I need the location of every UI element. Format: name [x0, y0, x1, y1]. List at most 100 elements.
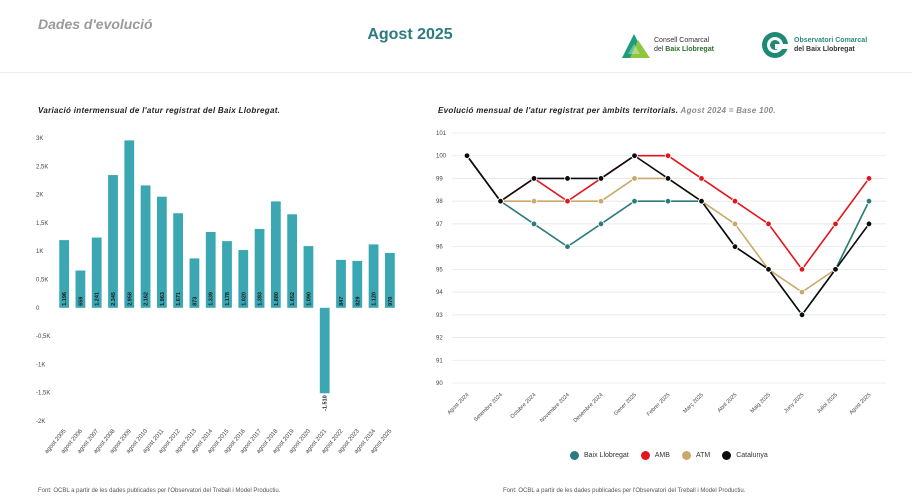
series-point [530, 220, 538, 228]
line-chart-subtitle: Agost 2024 = Base 100. [680, 106, 776, 115]
series-point [798, 288, 806, 296]
series-point [497, 197, 504, 205]
y-tick-label: 91 [436, 358, 443, 364]
x-tick-label: Febrer 2025 [646, 392, 671, 417]
series-point [865, 220, 873, 228]
bar [254, 228, 265, 308]
bar [59, 240, 70, 308]
bar [319, 307, 330, 394]
series-point [597, 220, 605, 228]
series-point [463, 152, 471, 159]
bar-data-label: 2.345 [111, 292, 117, 306]
y-tick-label: 92 [436, 336, 443, 342]
series-point [564, 175, 571, 182]
series-point [698, 175, 705, 182]
series-point [564, 197, 571, 205]
bar-chart-title: Variació intermensual de l'atur registra… [38, 106, 280, 115]
series-point [664, 175, 672, 182]
bar-data-label: 659 [78, 297, 84, 306]
bar [222, 241, 232, 308]
y-tick-label: 3K [36, 136, 43, 142]
series-point [530, 175, 538, 182]
bar-data-label: 1.339 [209, 292, 215, 306]
legend-label: Baix Llobregat [584, 452, 629, 459]
series-point [597, 197, 605, 205]
x-tick-label: Desembre 2024 [572, 392, 604, 424]
y-tick-label: 1,5K [36, 221, 48, 227]
bar-data-label: 1.120 [372, 292, 378, 306]
x-tick-label: Novembre 2024 [539, 392, 571, 424]
logo-left-line2: del [654, 46, 666, 53]
x-tick-label: Juny 2025 [783, 392, 805, 414]
bar [352, 260, 363, 308]
bar [156, 196, 167, 308]
bar-data-label: 873 [192, 297, 198, 306]
bar-chart-title-text: Variació intermensual de l'atur registra… [38, 106, 281, 115]
bar [205, 232, 216, 308]
bar [368, 244, 379, 308]
series-point [564, 243, 571, 250]
series-point [631, 152, 638, 159]
logo-left-line1: Consell Comarcal [654, 37, 710, 44]
bar [91, 237, 102, 308]
legend-item: AMB [640, 451, 670, 460]
y-tick-label: 94 [436, 290, 443, 296]
legend-label: Catalunya [736, 452, 768, 459]
bar [384, 252, 395, 308]
series-point [765, 266, 772, 273]
y-tick-label: 100 [436, 154, 447, 160]
legend-swatch [722, 451, 732, 460]
line-chart-title: Evolució mensual de l'atur registrat per… [438, 106, 776, 115]
series-point [731, 220, 739, 228]
series-point [731, 197, 739, 205]
bar-data-label: 970 [388, 297, 394, 306]
bar-data-label: 2.958 [127, 292, 133, 306]
series-point [631, 175, 638, 182]
x-tick-label: Gener 2025 [613, 392, 638, 417]
bar [189, 258, 200, 308]
line-chart-legend: Baix Llobregat AMB ATM Catalunya [570, 447, 780, 460]
bar-data-label: 1.652 [290, 292, 296, 306]
y-tick-label: 90 [436, 381, 443, 387]
bar-data-label: 829 [355, 297, 361, 306]
y-tick-label: 0,5K [36, 278, 48, 284]
bar [75, 270, 86, 308]
y-tick-label: 2,5K [36, 164, 48, 170]
x-tick-label: Abril 2025 [717, 392, 739, 414]
bar-data-label: 1.090 [306, 292, 312, 306]
bar [140, 185, 151, 308]
bar-data-label: 1.671 [176, 292, 182, 306]
bar-data-label: -1.510 [323, 395, 329, 411]
y-tick-label: 97 [436, 222, 443, 228]
bar-chart: -2K -1,5K -1K -0,5K 0 0,5K 1K 1,5K 2K 2,5K 3K 1.196… [36, 136, 395, 455]
bar-data-label: 1.241 [95, 292, 101, 306]
x-tick-label: Octubre 2024 [510, 392, 538, 420]
bar [287, 214, 298, 308]
x-tick-label: Maig 2025 [750, 392, 772, 414]
bar [173, 213, 184, 308]
line-chart-title-text: Evolució mensual de l'atur registrat per… [438, 106, 679, 115]
bar-data-label: 1.196 [62, 292, 68, 306]
legend-item: Catalunya [722, 451, 768, 460]
series-point [664, 152, 672, 159]
legend-label: AMB [654, 452, 670, 459]
series-point [530, 197, 538, 205]
bar [270, 201, 281, 308]
y-tick-label: 2K [36, 193, 43, 199]
y-tick-label: 0 [36, 306, 40, 312]
series-point [597, 175, 605, 182]
bar-data-label: 847 [339, 297, 345, 306]
x-tick-label: Agost 2025 [848, 392, 872, 416]
legend-item: ATM [681, 451, 710, 460]
page-header: Dades d'evolució Agost 2025 Consell Coma… [0, 0, 912, 73]
observatori-logo: Observatori Comarcal del Baix Llobregat [760, 30, 880, 62]
y-tick-label: 98 [436, 199, 443, 205]
y-tick-label: 95 [436, 267, 443, 273]
consell-comarcal-logo: Consell Comarcal del Baix Llobregat [620, 32, 745, 62]
legend-swatch [570, 451, 579, 460]
bar [238, 250, 249, 308]
series-point [798, 311, 806, 319]
bar-data-label: 2.162 [144, 292, 150, 306]
logo-left-line2-bold: Baix Llobregat [665, 46, 714, 53]
series-point [832, 266, 839, 273]
